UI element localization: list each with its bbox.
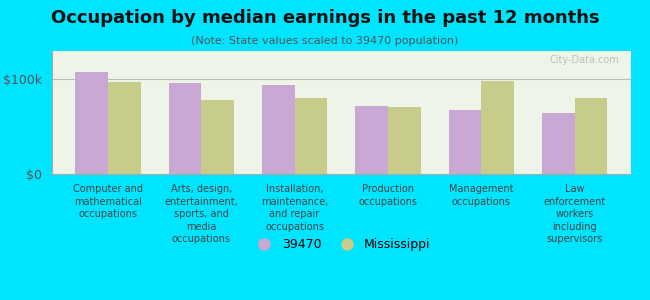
Bar (75, 72, 108, 174)
Legend: 39470, Mississippi: 39470, Mississippi (247, 233, 436, 256)
Bar (481, 81, 514, 174)
Bar (168, 83, 202, 174)
Bar (202, 100, 234, 174)
Bar (108, 82, 140, 174)
Bar (294, 98, 327, 174)
Bar (356, 106, 388, 174)
Bar (262, 85, 294, 174)
Bar (388, 107, 421, 174)
Text: City-Data.com: City-Data.com (549, 55, 619, 65)
Text: (Note: State values scaled to 39470 population): (Note: State values scaled to 39470 popu… (191, 36, 459, 46)
Bar (448, 110, 481, 174)
Text: Occupation by median earnings in the past 12 months: Occupation by median earnings in the pas… (51, 9, 599, 27)
Bar (575, 98, 607, 174)
Bar (542, 112, 575, 174)
